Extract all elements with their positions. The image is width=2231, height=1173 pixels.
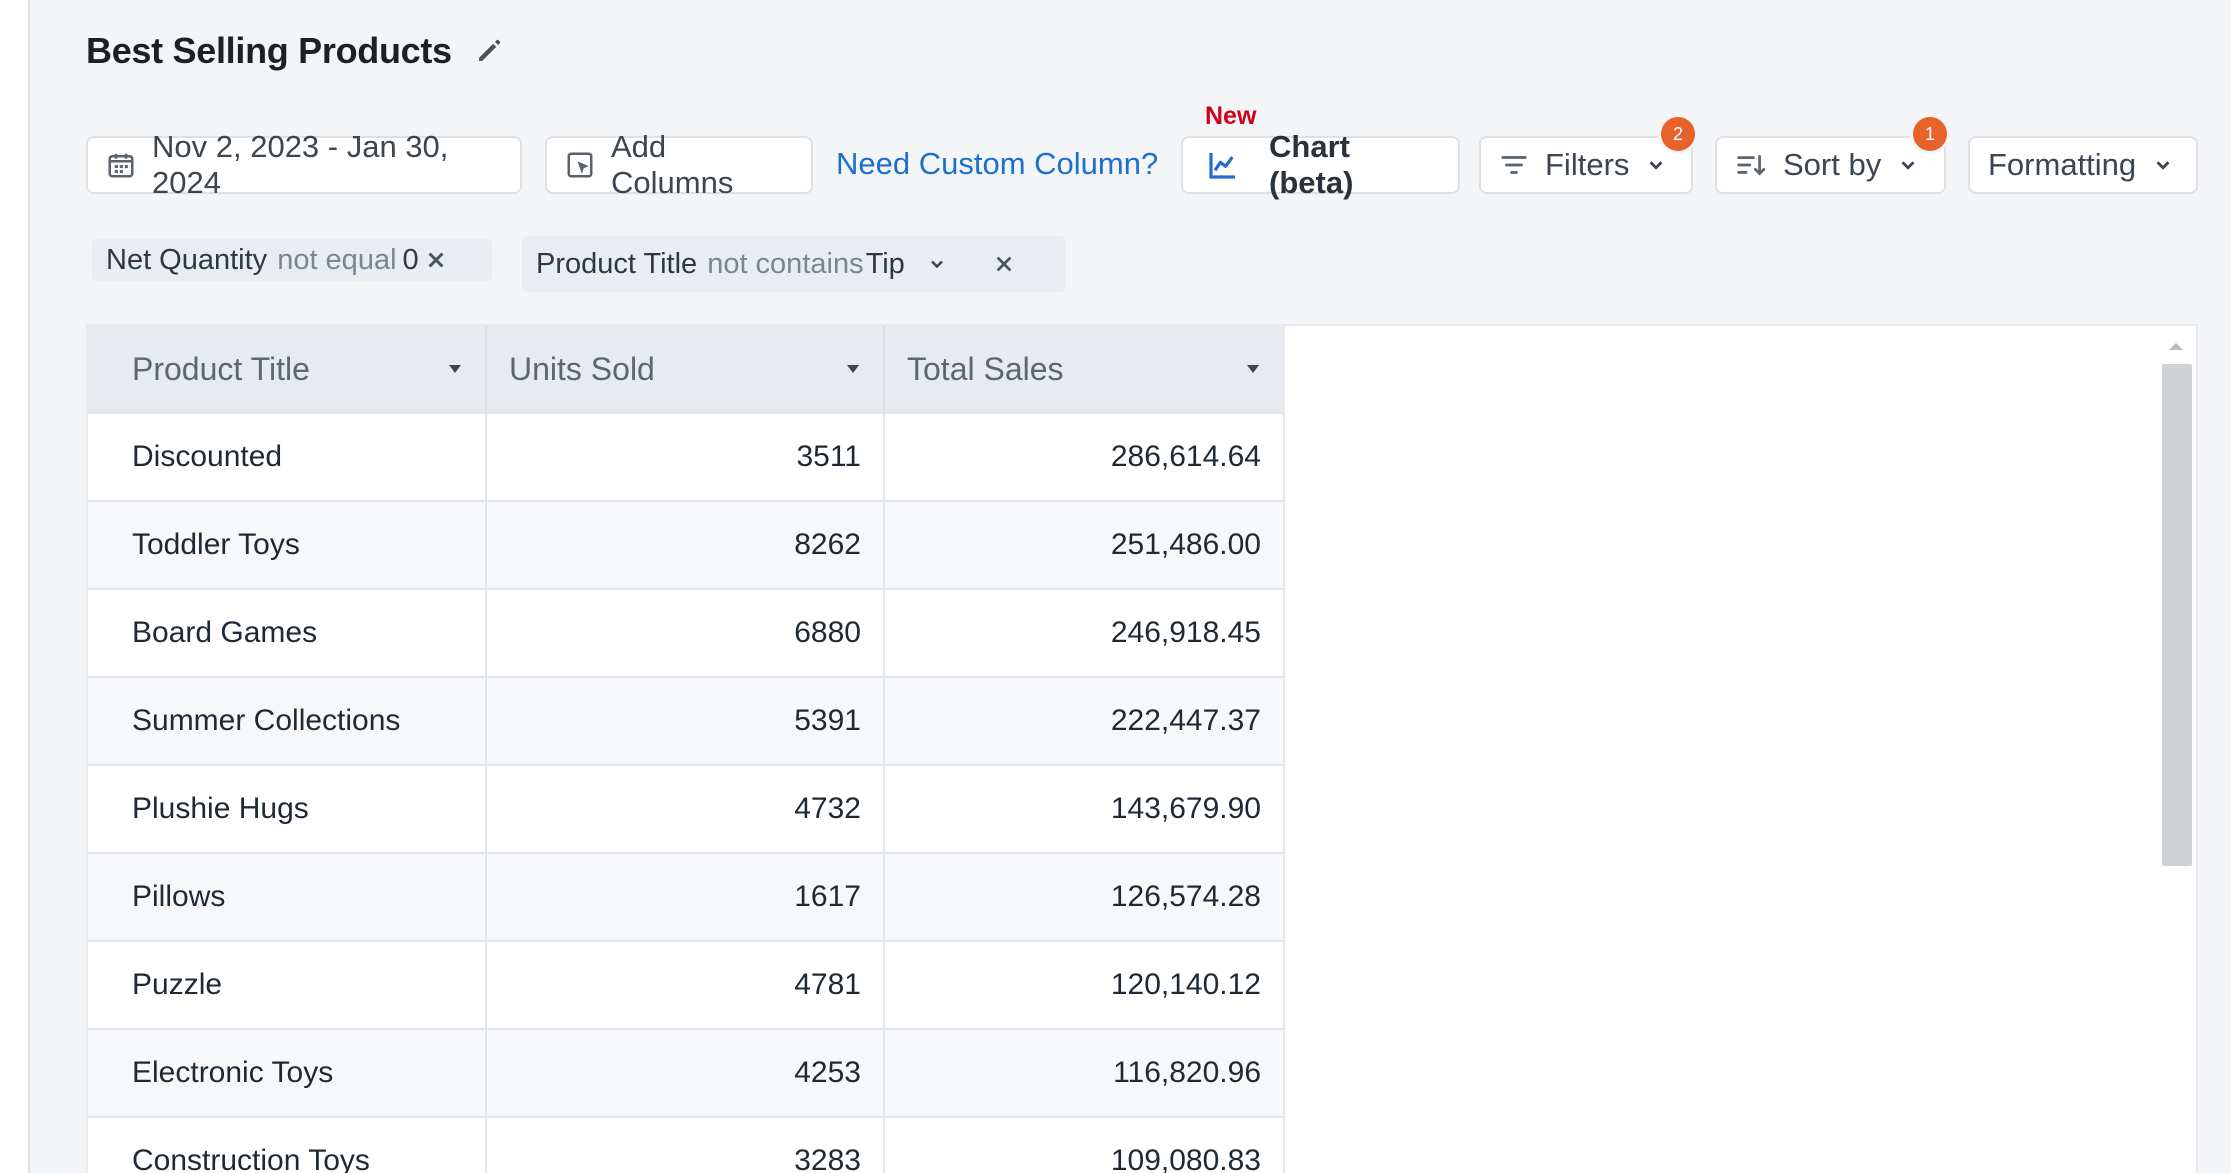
table-row[interactable]: Plushie Hugs 4732 143,679.90 [88,764,1285,853]
cell-product-title: Puzzle [88,940,487,1029]
filter-chip-field: Product Title [536,247,698,280]
table-row[interactable]: Puzzle 4781 120,140.12 [88,940,1285,1029]
left-panel-border [0,0,30,1173]
table-row[interactable]: Pillows 1617 126,574.28 [88,852,1285,941]
filters-count-badge: 2 [1658,114,1698,154]
column-header-label: Product Title [132,350,310,387]
formatting-button[interactable]: Formatting [1968,136,2198,194]
vertical-scrollbar-thumb[interactable] [2162,364,2192,866]
sort-by-button[interactable]: Sort by [1715,136,1946,194]
table-row[interactable]: Summer Collections 5391 222,447.37 [88,676,1285,765]
sort-count-badge: 1 [1910,114,1950,154]
cell-product-title: Plushie Hugs [88,764,487,853]
cell-units-sold: 8262 [486,500,885,589]
cell-product-title: Summer Collections [88,676,487,765]
table-row[interactable]: Electronic Toys 4253 116,820.96 [88,1028,1285,1117]
page-title: Best Selling Products [86,30,452,71]
cell-total-sales: 143,679.90 [884,764,1285,853]
cell-product-title: Toddler Toys [88,500,487,589]
filter-chip-operator: not contains [707,247,864,280]
table-row[interactable]: Discounted 3511 286,614.64 [88,412,1285,501]
date-range-button[interactable]: Nov 2, 2023 - Jan 30, 2024 [86,129,522,200]
pencil-icon[interactable] [474,36,504,66]
cell-units-sold: 5391 [486,676,885,765]
column-header-label: Total Sales [907,350,1064,387]
cell-total-sales: 120,140.12 [884,940,1285,1029]
date-range-label: Nov 2, 2023 - Jan 30, 2024 [152,129,449,200]
cell-units-sold: 1617 [486,852,885,941]
chevron-down-icon [1897,154,1919,176]
caret-down-icon[interactable] [845,364,861,374]
filter-chip-value: Tip [865,247,905,280]
cell-product-title: Board Games [88,588,487,677]
cell-product-title: Discounted [88,412,487,501]
new-label: New [1205,102,1257,130]
filter-chip-value: 0 [402,243,419,276]
add-column-icon [565,150,595,180]
column-header-product-title[interactable]: Product Title [88,326,487,413]
title-row: Best Selling Products [86,30,504,72]
cell-product-title: Electronic Toys [88,1028,487,1117]
filters-label: Filters [1545,147,1630,182]
cell-units-sold: 4253 [486,1028,885,1117]
cell-total-sales: 109,080.83 [884,1116,1285,1173]
line-chart-icon [1207,149,1239,181]
table-row[interactable]: Board Games 6880 246,918.45 [88,588,1285,677]
cell-product-title: Construction Toys [88,1116,487,1173]
filter-chip-product-title[interactable]: Product Title not contains Tip [522,236,1066,292]
chevron-down-icon [2152,154,2174,176]
table-header-row: Product Title Units Sold Total Sales [88,326,1285,413]
cell-units-sold: 4732 [486,764,885,853]
sort-by-label: Sort by [1783,147,1882,182]
sort-icon [1735,150,1767,180]
chevron-down-icon[interactable] [927,254,947,274]
chart-beta-button[interactable]: Chart (beta) [1181,129,1460,200]
cell-units-sold: 4781 [486,940,885,1029]
cell-total-sales: 222,447.37 [884,676,1285,765]
filter-chip-field: Net Quantity [106,243,268,276]
cell-total-sales: 251,486.00 [884,500,1285,589]
column-header-total-sales[interactable]: Total Sales [884,326,1285,413]
caret-down-icon[interactable] [447,364,463,374]
report-table: Product Title Units Sold Total Sales Dis… [88,326,1285,1173]
table-row[interactable]: Toddler Toys 8262 251,486.00 [88,500,1285,589]
close-icon[interactable] [993,253,1015,275]
caret-down-icon[interactable] [1245,364,1261,374]
cell-product-title: Pillows [88,852,487,941]
chevron-down-icon [1645,154,1667,176]
need-custom-column-link[interactable]: Need Custom Column? [836,146,1159,181]
cell-units-sold: 3511 [486,412,885,501]
add-columns-label: Add Columns [611,129,734,200]
cell-units-sold: 6880 [486,588,885,677]
filter-chip-net-quantity[interactable]: Net Quantity not equal 0 [92,238,492,282]
filter-chip-operator: not equal [277,243,397,276]
close-icon[interactable] [425,249,447,271]
cell-total-sales: 246,918.45 [884,588,1285,677]
scroll-up-arrow-icon[interactable] [2167,340,2185,352]
filters-button[interactable]: Filters [1479,136,1693,194]
add-columns-button[interactable]: Add Columns [545,129,813,200]
column-header-label: Units Sold [509,350,655,387]
cell-total-sales: 116,820.96 [884,1028,1285,1117]
calendar-icon [106,150,136,180]
cell-units-sold: 3283 [486,1116,885,1173]
report-table-panel: Product Title Units Sold Total Sales Dis… [86,324,2198,1173]
cell-total-sales: 286,614.64 [884,412,1285,501]
formatting-label: Formatting [1988,147,2137,182]
table-row[interactable]: Construction Toys 3283 109,080.83 [88,1116,1285,1173]
chart-beta-label: Chart (beta) [1269,129,1354,200]
column-header-units-sold[interactable]: Units Sold [486,326,885,413]
filter-icon [1499,150,1529,180]
cell-total-sales: 126,574.28 [884,852,1285,941]
